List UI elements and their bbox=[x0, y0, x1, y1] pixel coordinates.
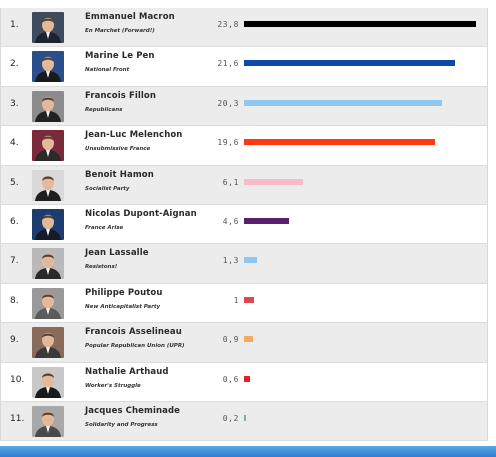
candidate-name: Francois Asselineau bbox=[85, 327, 182, 338]
party-name: New Anticapitalist Party bbox=[85, 303, 161, 310]
rank-label: 10. bbox=[10, 374, 25, 385]
candidate-photo bbox=[32, 12, 64, 43]
result-bar bbox=[244, 336, 253, 343]
party-name: Unsubmissive France bbox=[85, 146, 151, 153]
table-row: 2. Marine Le Pen National Front 21,6 bbox=[1, 47, 487, 87]
candidate-photo bbox=[32, 51, 64, 83]
result-bar bbox=[244, 414, 246, 421]
rank-label: 3. bbox=[10, 98, 19, 109]
value-label: 20,3 bbox=[217, 98, 239, 108]
result-bar bbox=[244, 217, 289, 224]
candidate-name: Jean-Luc Melenchon bbox=[85, 130, 183, 141]
rank-label: 2. bbox=[10, 59, 19, 70]
rank-label: 8. bbox=[10, 295, 19, 306]
result-bar bbox=[244, 178, 304, 185]
rank-label: 11. bbox=[10, 413, 25, 424]
candidate-name: Philippe Poutou bbox=[85, 287, 163, 298]
table-row: 3. Francois Fillon Republicans 20,3 bbox=[1, 86, 487, 127]
taskbar-strip bbox=[0, 446, 496, 457]
rank-label: 7. bbox=[10, 256, 19, 267]
rank-label: 5. bbox=[10, 177, 19, 188]
result-bar bbox=[244, 21, 476, 27]
table-row: 8. Philippe Poutou New Anticapitalist Part… bbox=[1, 283, 487, 324]
candidate-name: Nathalie Arthaud bbox=[85, 366, 169, 377]
party-name: Worker's Struggle bbox=[85, 382, 141, 389]
result-bar bbox=[244, 139, 436, 146]
table-row: 1. Emmanuel Macron En Marchet (Forward!) 23… bbox=[1, 8, 487, 48]
candidate-name: Francois Fillon bbox=[85, 90, 156, 101]
rank-label: 4. bbox=[10, 138, 19, 149]
party-name: Resistons! bbox=[85, 264, 118, 271]
value-label: 1,3 bbox=[222, 256, 239, 266]
rank-label: 9. bbox=[10, 335, 19, 346]
candidate-photo bbox=[32, 169, 64, 201]
candidate-name: Jacques Cheminade bbox=[85, 405, 181, 416]
table-row: 10. Nathalie Arthaud Worker's Struggle 0,6 bbox=[1, 362, 487, 402]
party-name: En Marchet (Forward!) bbox=[85, 28, 155, 34]
result-bar bbox=[244, 99, 442, 106]
candidate-name: Jean Lassalle bbox=[85, 248, 149, 259]
value-label: 0,2 bbox=[222, 413, 239, 423]
table-row: 9. Francois Asselineau Popular Republican … bbox=[1, 323, 487, 363]
candidate-photo bbox=[32, 366, 64, 398]
result-bar bbox=[244, 257, 257, 264]
result-bar bbox=[244, 375, 250, 382]
value-label: 19,6 bbox=[217, 138, 239, 148]
candidate-name: Benoit Hamon bbox=[85, 169, 154, 180]
value-label: 23,8 bbox=[217, 20, 239, 29]
table-row: 4. Jean-Luc Melenchon Unsubmissive France 1… bbox=[1, 126, 487, 166]
party-name: Popular Republican Union (UPR) bbox=[85, 343, 185, 350]
party-name: Republicans bbox=[85, 106, 123, 113]
result-bar bbox=[244, 60, 455, 67]
table-row: 6. Nicolas Dupont-Aignan France Arise 4,6 bbox=[1, 204, 487, 245]
candidate-photo bbox=[32, 248, 64, 280]
party-name: Solidarity and Progress bbox=[85, 421, 158, 428]
results-table: 1. Emmanuel Macron En Marchet (Forward!) 23… bbox=[0, 8, 488, 442]
value-label: 4,6 bbox=[222, 216, 239, 226]
party-name: National Front bbox=[85, 67, 130, 74]
result-bar bbox=[244, 296, 254, 303]
value-label: 6,1 bbox=[222, 177, 239, 187]
value-label: 1 bbox=[233, 295, 239, 305]
candidate-photo bbox=[32, 327, 64, 359]
candidate-photo bbox=[32, 405, 64, 437]
value-label: 0,9 bbox=[222, 335, 239, 345]
table-row: 11. Jacques Cheminade Solidarity and Progr… bbox=[1, 401, 487, 442]
table-row: 7. Jean Lassalle Resistons! 1,3 bbox=[1, 244, 487, 284]
candidate-photo bbox=[32, 90, 64, 122]
candidate-name: Emmanuel Macron bbox=[85, 12, 175, 22]
party-name: Socialist Party bbox=[85, 185, 130, 192]
rank-label: 6. bbox=[10, 216, 19, 227]
value-label: 0,6 bbox=[222, 374, 239, 384]
party-name: France Arise bbox=[85, 224, 124, 231]
rank-label: 1. bbox=[10, 20, 19, 30]
candidate-photo bbox=[32, 287, 64, 319]
value-label: 21,6 bbox=[217, 59, 239, 69]
candidate-name: Marine Le Pen bbox=[85, 51, 155, 62]
candidate-photo bbox=[32, 130, 64, 162]
table-row: 5. Benoit Hamon Socialist Party 6,1 bbox=[1, 165, 487, 205]
candidate-photo bbox=[32, 208, 64, 240]
candidate-name: Nicolas Dupont-Aignan bbox=[85, 208, 197, 219]
